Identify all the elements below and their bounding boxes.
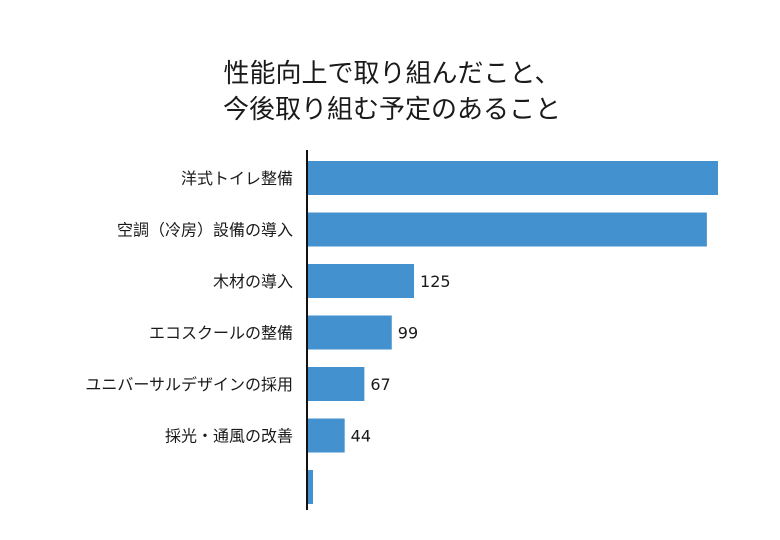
category-label: エコスクールの整備 [149, 324, 293, 343]
data-label: 67 [370, 375, 390, 394]
data-label: 99 [398, 324, 418, 343]
category-label: 洋式トイレ整備 [181, 169, 293, 188]
category-label: 空調（冷房）設備の導入 [117, 221, 293, 240]
bar [307, 264, 415, 298]
chart-title-line-1: 性能向上で取り組んだこと、 [224, 59, 561, 89]
bar [307, 367, 365, 401]
bar [307, 470, 313, 504]
bar [307, 315, 392, 350]
category-label: 採光・通風の改善 [165, 427, 293, 446]
data-label: 44 [351, 427, 371, 446]
category-label: 木材の導入 [213, 272, 293, 291]
bar [307, 161, 718, 195]
category-label: ユニバーサルデザインの採用 [85, 375, 293, 394]
data-label: 125 [420, 272, 451, 291]
bar [307, 418, 345, 453]
bar [307, 212, 707, 247]
chart-title-line-2: 今後取り組む予定のあること [223, 95, 561, 125]
